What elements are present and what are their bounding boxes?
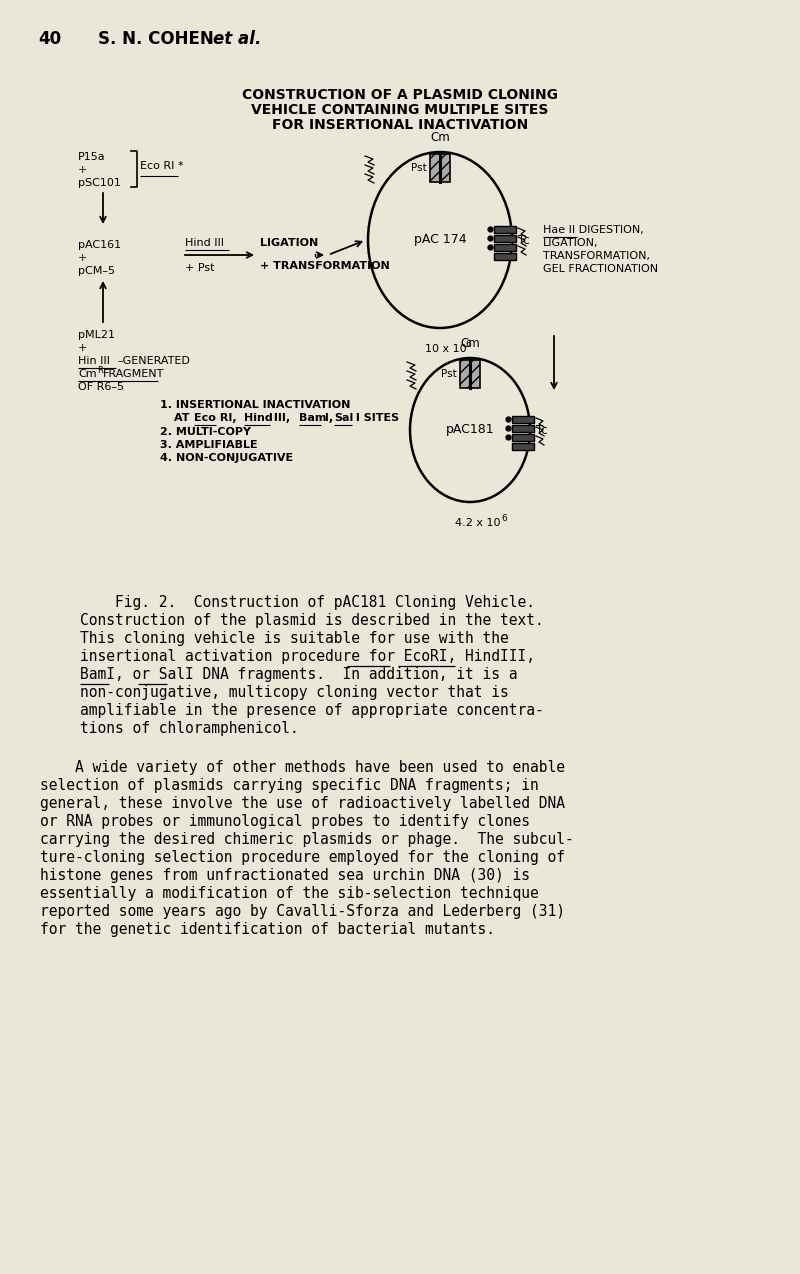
- Text: 6: 6: [502, 513, 507, 524]
- Text: CONSTRUCTION OF A PLASMID CLONING: CONSTRUCTION OF A PLASMID CLONING: [242, 88, 558, 102]
- Text: Eco: Eco: [194, 413, 216, 423]
- Bar: [512, 434, 534, 441]
- Text: 10 x 10: 10 x 10: [425, 344, 466, 354]
- Text: essentially a modification of the sib-selection technique: essentially a modification of the sib-se…: [40, 885, 538, 901]
- Text: Hind: Hind: [244, 413, 273, 423]
- Text: GEL FRACTIONATION: GEL FRACTIONATION: [543, 264, 658, 274]
- Text: Cm: Cm: [78, 369, 97, 378]
- Text: Hae II DIGESTION,: Hae II DIGESTION,: [543, 225, 644, 234]
- Bar: [494, 254, 516, 260]
- Bar: [460, 361, 480, 389]
- Text: Pst: Pst: [411, 163, 427, 173]
- Text: 4.2 x 10: 4.2 x 10: [455, 519, 501, 527]
- Text: R: R: [97, 366, 103, 375]
- Text: P15a: P15a: [78, 152, 106, 162]
- Text: LIGATION,: LIGATION,: [543, 238, 598, 248]
- Text: Cm: Cm: [430, 131, 450, 144]
- Bar: [430, 154, 450, 182]
- Text: 3. AMPLIFIABLE: 3. AMPLIFIABLE: [160, 440, 258, 450]
- Text: histone genes from unfractionated sea urchin DNA (30) is: histone genes from unfractionated sea ur…: [40, 868, 530, 883]
- Text: pAC181: pAC181: [446, 423, 494, 437]
- Text: carrying the desired chimeric plasmids or phage.  The subcul-: carrying the desired chimeric plasmids o…: [40, 832, 574, 847]
- Text: Fig. 2.  Construction of pAC181 Cloning Vehicle.: Fig. 2. Construction of pAC181 Cloning V…: [80, 595, 535, 610]
- Text: BamI, or SalI DNA fragments.  In addition, it is a: BamI, or SalI DNA fragments. In addition…: [80, 668, 518, 682]
- Text: tions of chloramphenicol.: tions of chloramphenicol.: [80, 721, 298, 736]
- Text: or RNA probes or immunological probes to identify clones: or RNA probes or immunological probes to…: [40, 814, 530, 829]
- Text: reported some years ago by Cavalli-Sforza and Lederberg (31): reported some years ago by Cavalli-Sforz…: [40, 905, 565, 919]
- Bar: [494, 234, 516, 242]
- Text: for the genetic identification of bacterial mutants.: for the genetic identification of bacter…: [40, 922, 495, 936]
- Text: 40: 40: [38, 31, 61, 48]
- Text: 1. INSERTIONAL INACTIVATION: 1. INSERTIONAL INACTIVATION: [160, 400, 350, 410]
- Text: FOR INSERTIONAL INACTIVATION: FOR INSERTIONAL INACTIVATION: [272, 118, 528, 132]
- Text: 2. MULTI-COPY: 2. MULTI-COPY: [160, 427, 251, 437]
- Text: 6: 6: [466, 340, 471, 349]
- Text: pCM–5: pCM–5: [78, 266, 115, 276]
- Bar: [512, 426, 534, 432]
- Text: pAC 174: pAC 174: [414, 233, 466, 246]
- Text: +: +: [78, 343, 87, 353]
- Text: VEHICLE CONTAINING MULTIPLE SITES: VEHICLE CONTAINING MULTIPLE SITES: [251, 103, 549, 117]
- Text: S. N. COHEN: S. N. COHEN: [98, 31, 214, 48]
- Text: pSC101: pSC101: [78, 178, 121, 189]
- Text: Hind III: Hind III: [185, 238, 224, 248]
- Text: insertional activation procedure for EcoRI, HindIII,: insertional activation procedure for Eco…: [80, 648, 535, 664]
- Text: non-conjugative, multicopy cloning vector that is: non-conjugative, multicopy cloning vecto…: [80, 685, 509, 699]
- Text: + Pst: + Pst: [185, 262, 214, 273]
- Text: Cm: Cm: [460, 338, 480, 350]
- Text: pML21: pML21: [78, 330, 115, 340]
- Bar: [512, 443, 534, 450]
- Text: Construction of the plasmid is described in the text.: Construction of the plasmid is described…: [80, 613, 544, 628]
- Text: Hin III: Hin III: [78, 355, 110, 366]
- Text: OF R6–5: OF R6–5: [78, 382, 124, 392]
- Bar: [494, 245, 516, 251]
- Text: I SITES: I SITES: [352, 413, 399, 423]
- Text: III,: III,: [270, 413, 290, 423]
- Text: FRAGMENT: FRAGMENT: [103, 369, 164, 378]
- Text: et al.: et al.: [213, 31, 262, 48]
- Text: Tc: Tc: [536, 423, 548, 437]
- Text: TRANSFORMATION,: TRANSFORMATION,: [543, 251, 650, 261]
- Text: Eco RI: Eco RI: [140, 161, 174, 171]
- Text: pAC161: pAC161: [78, 240, 121, 250]
- Text: RI,: RI,: [216, 413, 237, 423]
- Text: +: +: [78, 254, 87, 262]
- Text: + TRANSFORMATION: + TRANSFORMATION: [260, 261, 390, 271]
- Text: ture-cloning selection procedure employed for the cloning of: ture-cloning selection procedure employe…: [40, 850, 565, 865]
- Text: AT: AT: [174, 413, 194, 423]
- Text: This cloning vehicle is suitable for use with the: This cloning vehicle is suitable for use…: [80, 631, 509, 646]
- Text: *: *: [178, 161, 184, 171]
- Text: general, these involve the use of radioactively labelled DNA: general, these involve the use of radioa…: [40, 796, 565, 812]
- Text: LIGATION: LIGATION: [260, 238, 318, 248]
- Text: Sal: Sal: [334, 413, 354, 423]
- Text: A wide variety of other methods have been used to enable: A wide variety of other methods have bee…: [40, 761, 565, 775]
- Text: Bam: Bam: [299, 413, 326, 423]
- Text: I,: I,: [321, 413, 333, 423]
- Text: Tc: Tc: [518, 233, 530, 246]
- Bar: [494, 225, 516, 233]
- Text: 4. NON-CONJUGATIVE: 4. NON-CONJUGATIVE: [160, 454, 293, 462]
- Text: +: +: [78, 166, 87, 175]
- Text: Pst: Pst: [442, 369, 457, 378]
- Text: amplifiable in the presence of appropriate concentra-: amplifiable in the presence of appropria…: [80, 703, 544, 719]
- Text: –GENERATED: –GENERATED: [117, 355, 190, 366]
- Bar: [512, 417, 534, 423]
- Text: selection of plasmids carrying specific DNA fragments; in: selection of plasmids carrying specific …: [40, 778, 538, 792]
